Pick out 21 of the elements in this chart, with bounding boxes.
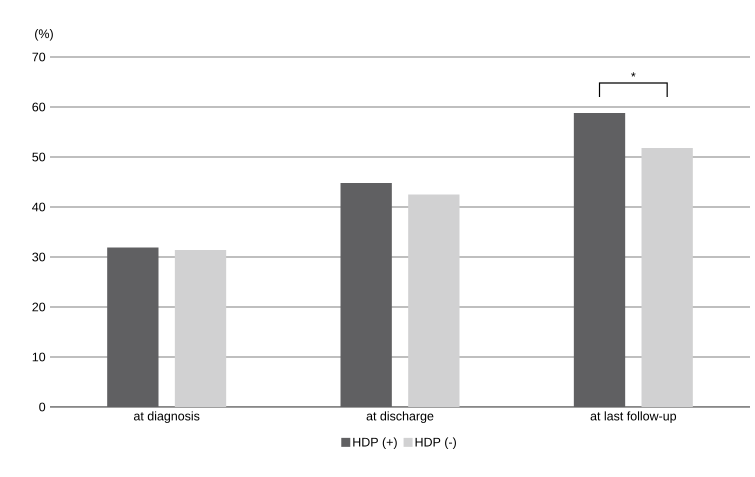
y-tick-label: 20 xyxy=(32,302,46,312)
bar xyxy=(174,250,226,407)
bar xyxy=(408,194,460,407)
bar xyxy=(107,247,159,407)
bar xyxy=(340,182,392,407)
y-tick-label: 70 xyxy=(32,52,46,62)
y-axis-title: (%) xyxy=(35,29,53,41)
bar xyxy=(574,112,626,407)
x-tick-label: at diagnosis xyxy=(134,411,200,423)
x-tick-label: at discharge xyxy=(366,411,434,423)
y-tick-label: 50 xyxy=(32,152,46,162)
y-tick-label: 60 xyxy=(32,102,46,112)
y-tick-label: 0 xyxy=(39,402,46,412)
annotation: * xyxy=(631,72,636,77)
legend-label: HDP (+) xyxy=(353,437,397,450)
y-tick-label: 30 xyxy=(32,252,46,262)
bar xyxy=(642,148,693,407)
legend-label: HDP (-) xyxy=(416,437,456,450)
x-tick-label: at last follow-up xyxy=(590,411,676,423)
y-tick-label: 10 xyxy=(32,352,46,362)
y-tick-label: 40 xyxy=(32,202,46,212)
